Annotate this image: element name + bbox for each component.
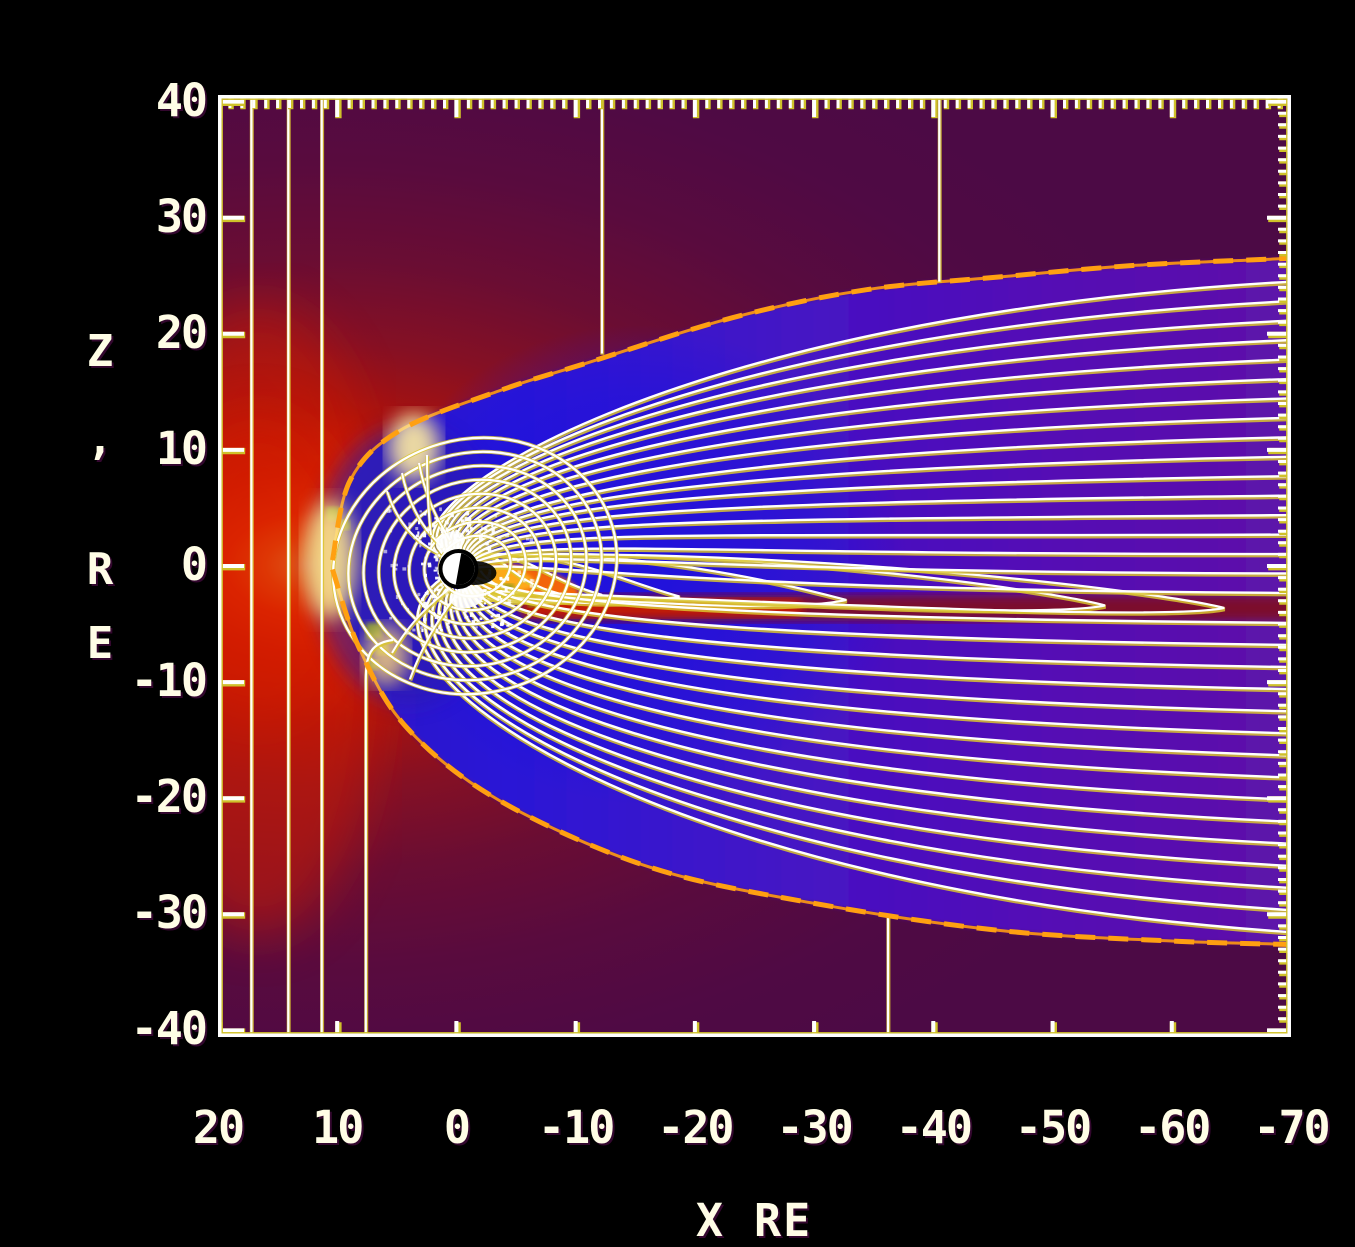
y-tick-label: 40 bbox=[155, 73, 208, 127]
x-tick-label: 10 bbox=[312, 1101, 364, 1154]
x-axis-title: X RE bbox=[695, 1194, 813, 1247]
x-tick-label: -50 bbox=[1014, 1101, 1092, 1154]
y-tick-label: -10 bbox=[130, 654, 208, 708]
x-tick-label: -60 bbox=[1134, 1101, 1211, 1154]
x-tick-label: 20 bbox=[192, 1101, 245, 1154]
y-tick-label: 10 bbox=[155, 421, 208, 475]
x-tick-label: -10 bbox=[538, 1101, 615, 1154]
x-tick-label: -30 bbox=[776, 1101, 853, 1154]
y-tick-label: 30 bbox=[155, 189, 208, 243]
y-axis-title-char: , bbox=[86, 414, 114, 465]
y-axis-title-char: E bbox=[86, 618, 114, 669]
axes-frame-layer bbox=[218, 95, 1291, 1037]
x-tick-label: -40 bbox=[895, 1101, 973, 1154]
y-tick-label: -20 bbox=[130, 770, 208, 824]
boundary-and-earth-layer bbox=[330, 255, 1290, 947]
y-axis-title-char: R bbox=[86, 544, 114, 595]
plot-canvas bbox=[218, 95, 1291, 1037]
x-tick-label: -70 bbox=[1253, 1101, 1330, 1154]
x-tick-label: 0 bbox=[443, 1101, 471, 1154]
field-lines-layer bbox=[249, 95, 1291, 1037]
earth-symbol bbox=[438, 549, 497, 589]
y-tick-label: 20 bbox=[155, 305, 208, 359]
y-axis-title-char: Z bbox=[86, 326, 114, 377]
y-tick-label: 0 bbox=[180, 538, 208, 591]
y-tick-label: -40 bbox=[130, 1002, 208, 1056]
x-tick-label: -20 bbox=[657, 1101, 734, 1154]
y-tick-label: -30 bbox=[130, 886, 208, 940]
